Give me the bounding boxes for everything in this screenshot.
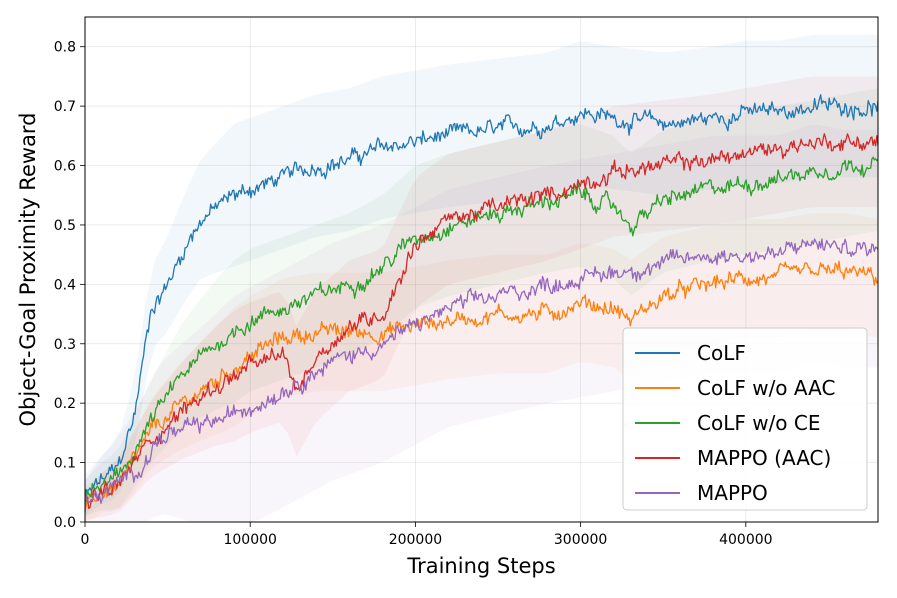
- y-tick-label: 0.5: [54, 218, 76, 234]
- x-tick-label: 400000: [719, 532, 772, 548]
- y-tick-label: 0.6: [54, 159, 76, 175]
- y-tick-label: 0.8: [54, 40, 76, 56]
- x-tick-label: 0: [81, 532, 90, 548]
- legend-label-4: MAPPO: [697, 481, 768, 505]
- x-axis-title: Training Steps: [406, 554, 555, 578]
- legend-label-3: MAPPO (AAC): [697, 446, 831, 470]
- y-tick-label: 0.7: [54, 99, 76, 115]
- y-tick-label: 0.2: [54, 396, 76, 412]
- series-line-4: [85, 238, 878, 507]
- x-tick-label: 100000: [223, 532, 276, 548]
- series-line-1: [85, 260, 878, 514]
- series-line-2: [85, 156, 878, 503]
- legend: CoLF CoLF w/o AAC CoLF w/o CE MAPPO (AAC) MA…: [622, 327, 868, 511]
- series-line-0: [85, 94, 878, 500]
- band-1: [85, 213, 878, 522]
- y-tick-label: 0.1: [54, 456, 76, 472]
- plot-frame: [84, 16, 879, 523]
- y-tick-label: 0.4: [54, 277, 76, 293]
- x-tick-label: 200000: [389, 532, 442, 548]
- series-lines: [85, 94, 878, 514]
- y-tick-label: 0.0: [54, 515, 76, 531]
- y-axis-title: Object-Goal Proximity Reward: [16, 112, 40, 426]
- legend-label-1: CoLF w/o AAC: [697, 376, 835, 400]
- band-3: [85, 76, 878, 521]
- legend-label-2: CoLF w/o CE: [697, 411, 821, 435]
- series-line-3: [85, 133, 878, 509]
- y-axis-ticks: 0.0 0.1 0.2 0.3 0.4 0.5 0.6 0.7 0.8: [54, 40, 85, 531]
- legend-label-0: CoLF: [697, 341, 746, 365]
- y-tick-label: 0.3: [54, 337, 76, 353]
- x-axis-ticks: 0 100000 200000 300000 400000: [81, 522, 773, 548]
- legend-box: [622, 327, 868, 511]
- x-tick-label: 300000: [554, 532, 607, 548]
